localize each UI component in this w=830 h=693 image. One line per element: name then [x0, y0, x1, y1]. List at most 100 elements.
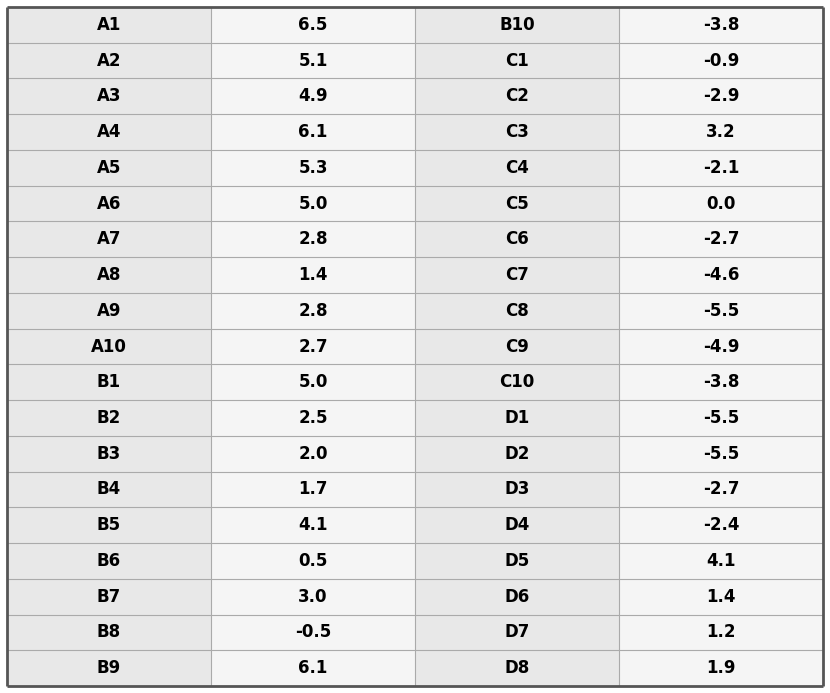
Text: -0.9: -0.9	[703, 51, 740, 69]
Text: B5: B5	[97, 516, 121, 534]
Bar	[211, 543, 415, 579]
Bar	[619, 186, 823, 222]
Bar	[619, 257, 823, 293]
Text: A1: A1	[97, 16, 121, 34]
Bar	[619, 436, 823, 471]
Text: 1.9: 1.9	[706, 659, 735, 677]
Bar	[211, 400, 415, 436]
Bar	[415, 7, 619, 43]
Bar	[7, 400, 211, 436]
Bar	[211, 150, 415, 186]
Bar	[211, 293, 415, 328]
Text: C8: C8	[505, 301, 529, 319]
Bar	[7, 78, 211, 114]
Text: -2.7: -2.7	[703, 230, 740, 248]
Bar	[211, 615, 415, 650]
Bar	[415, 365, 619, 400]
Bar	[619, 150, 823, 186]
Bar	[7, 543, 211, 579]
Bar	[7, 7, 211, 43]
Text: A9: A9	[97, 301, 121, 319]
Bar	[415, 436, 619, 471]
Text: 2.8: 2.8	[298, 230, 328, 248]
Text: -2.9: -2.9	[703, 87, 740, 105]
Bar	[619, 543, 823, 579]
Bar	[619, 114, 823, 150]
Text: -0.5: -0.5	[295, 624, 331, 642]
Text: A5: A5	[97, 159, 121, 177]
Text: 1.4: 1.4	[706, 588, 735, 606]
Text: C9: C9	[505, 337, 529, 356]
Bar	[619, 365, 823, 400]
Bar	[619, 222, 823, 257]
Bar	[211, 43, 415, 78]
Bar	[7, 222, 211, 257]
Bar	[7, 114, 211, 150]
Text: 5.0: 5.0	[298, 374, 328, 392]
Text: B4: B4	[97, 480, 121, 498]
Bar	[7, 257, 211, 293]
Text: 5.3: 5.3	[298, 159, 328, 177]
Bar	[7, 650, 211, 686]
Text: A10: A10	[91, 337, 127, 356]
Text: C6: C6	[505, 230, 529, 248]
Text: 4.1: 4.1	[298, 516, 328, 534]
Text: -4.9: -4.9	[703, 337, 740, 356]
Bar	[7, 186, 211, 222]
Bar	[415, 150, 619, 186]
Text: D2: D2	[505, 445, 530, 463]
Text: D1: D1	[505, 409, 530, 427]
Bar	[619, 400, 823, 436]
Bar	[415, 650, 619, 686]
Text: -3.8: -3.8	[703, 16, 740, 34]
Text: 4.1: 4.1	[706, 552, 735, 570]
Bar	[415, 186, 619, 222]
Text: 5.0: 5.0	[298, 195, 328, 213]
Text: C10: C10	[500, 374, 535, 392]
Text: B10: B10	[499, 16, 535, 34]
Text: -5.5: -5.5	[703, 409, 740, 427]
Bar	[619, 43, 823, 78]
Text: -2.1: -2.1	[703, 159, 740, 177]
Bar	[415, 293, 619, 328]
Text: B3: B3	[97, 445, 121, 463]
Bar	[619, 650, 823, 686]
Text: -2.7: -2.7	[703, 480, 740, 498]
Bar	[619, 579, 823, 615]
Text: A3: A3	[97, 87, 121, 105]
Text: -5.5: -5.5	[703, 445, 740, 463]
Text: C7: C7	[505, 266, 529, 284]
Text: 2.0: 2.0	[298, 445, 328, 463]
Bar	[7, 615, 211, 650]
Bar	[415, 507, 619, 543]
Text: 2.7: 2.7	[298, 337, 328, 356]
Bar	[7, 293, 211, 328]
Bar	[619, 471, 823, 507]
Text: A6: A6	[97, 195, 121, 213]
Text: 2.8: 2.8	[298, 301, 328, 319]
Bar	[619, 507, 823, 543]
Bar	[211, 257, 415, 293]
Bar	[7, 328, 211, 365]
Text: -3.8: -3.8	[703, 374, 740, 392]
Text: 6.5: 6.5	[298, 16, 328, 34]
Bar	[415, 222, 619, 257]
Text: B8: B8	[97, 624, 121, 642]
Text: 2.5: 2.5	[298, 409, 328, 427]
Bar	[7, 579, 211, 615]
Bar	[415, 543, 619, 579]
Text: B7: B7	[97, 588, 121, 606]
Bar	[619, 7, 823, 43]
Text: -4.6: -4.6	[703, 266, 740, 284]
Text: B9: B9	[97, 659, 121, 677]
Text: D7: D7	[505, 624, 530, 642]
Text: A4: A4	[97, 123, 121, 141]
Bar	[211, 365, 415, 400]
Text: -5.5: -5.5	[703, 301, 740, 319]
Text: D8: D8	[505, 659, 530, 677]
Bar	[211, 579, 415, 615]
Bar	[211, 507, 415, 543]
Bar	[415, 328, 619, 365]
Bar	[415, 114, 619, 150]
Text: C4: C4	[505, 159, 529, 177]
